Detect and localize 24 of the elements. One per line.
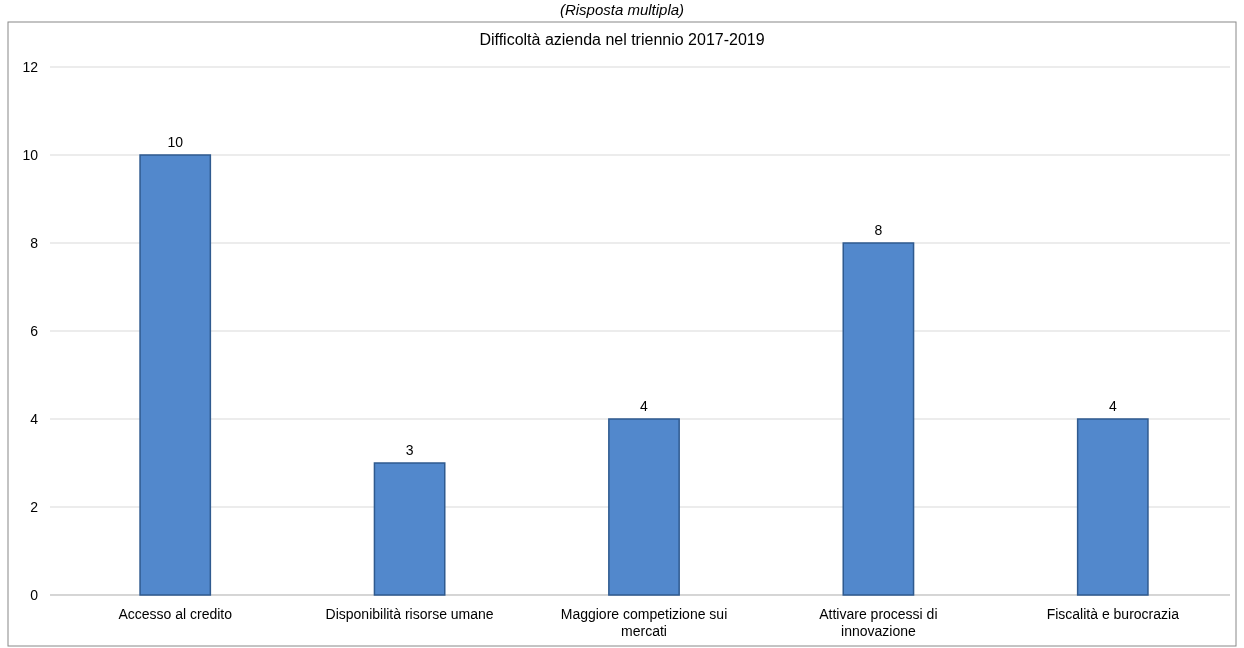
bar (608, 418, 680, 596)
y-tick-label: 6 (30, 323, 39, 339)
data-label: 3 (405, 442, 414, 458)
data-label: 4 (640, 398, 649, 414)
x-tick-label: Maggiore competizione sui mercati (560, 606, 728, 639)
x-tick-label: Fiscalità e burocrazia (1046, 606, 1180, 622)
x-tick-label: Attivare processi di innovazione (819, 606, 938, 639)
chart-subtitle: (Risposta multipla) (559, 1, 685, 18)
data-label: 4 (1108, 398, 1117, 414)
bar (1076, 418, 1149, 596)
data-label: 8 (874, 222, 883, 238)
y-tick-label: 0 (30, 587, 39, 603)
chart-title: Difficoltà azienda nel triennio 2017-2019 (479, 31, 765, 48)
bar (373, 462, 446, 596)
x-tick-label: Accesso al credito (118, 606, 233, 622)
data-label: 10 (167, 134, 184, 150)
bar (842, 242, 915, 596)
y-tick-label: 12 (22, 59, 39, 75)
y-tick-label: 10 (22, 147, 39, 163)
y-tick-label: 4 (30, 411, 39, 427)
x-tick-label: Disponibilità risorse umane (325, 606, 494, 622)
bar (139, 154, 212, 596)
y-tick-label: 2 (30, 499, 39, 515)
y-tick-label: 8 (30, 235, 39, 251)
